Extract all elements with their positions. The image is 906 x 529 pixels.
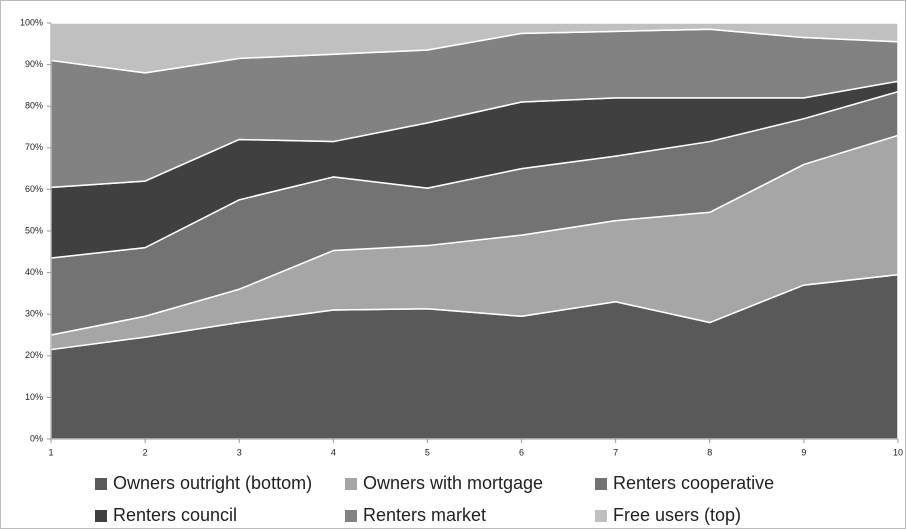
y-tick-label: 0%	[30, 433, 43, 443]
x-tick-label: 4	[331, 447, 336, 457]
area	[50, 22, 899, 74]
x-tick-label: 6	[519, 447, 524, 457]
legend-swatch	[595, 510, 607, 522]
legend-swatch	[345, 510, 357, 522]
x-tick-label: 2	[143, 447, 148, 457]
x-tick-label: 9	[801, 447, 806, 457]
x-tick-label: 3	[237, 447, 242, 457]
x-tick-label: 8	[707, 447, 712, 457]
legend-swatch	[95, 510, 107, 522]
y-tick-label: 20%	[25, 350, 43, 360]
y-tick-label: 80%	[25, 101, 43, 111]
y-tick-label: 50%	[25, 225, 43, 235]
x-tick-label: 5	[425, 447, 430, 457]
legend-label: Free users (top)	[613, 505, 741, 525]
y-tick-label: 70%	[25, 142, 43, 152]
y-tick-label: 60%	[25, 184, 43, 194]
legend-label: Renters council	[113, 505, 237, 525]
legend-swatch	[345, 478, 357, 490]
legend-label: Renters cooperative	[613, 473, 774, 493]
y-tick-label: 90%	[25, 59, 43, 69]
x-tick-label: 10	[893, 447, 903, 457]
y-tick-label: 10%	[25, 392, 43, 402]
legend-label: Owners outright (bottom)	[113, 473, 312, 493]
x-tick-label: 1	[48, 447, 53, 457]
legend-label: Renters market	[363, 505, 486, 525]
legend-label: Owners with mortgage	[363, 473, 543, 493]
y-tick-label: 100%	[20, 17, 43, 27]
y-tick-label: 30%	[25, 309, 43, 319]
x-tick-label: 7	[613, 447, 618, 457]
y-tick-label: 40%	[25, 267, 43, 277]
legend-swatch	[95, 478, 107, 490]
legend-swatch	[595, 478, 607, 490]
